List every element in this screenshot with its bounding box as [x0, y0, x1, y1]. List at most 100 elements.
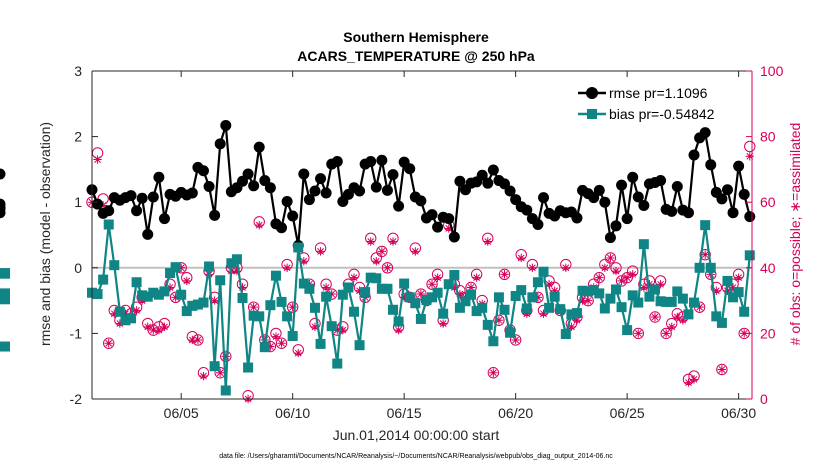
bias-point [315, 338, 326, 349]
obs-assimilated-marker [216, 368, 225, 377]
bias-point [499, 304, 510, 315]
obs-assimilated-marker [338, 325, 348, 335]
bias-point [493, 292, 504, 303]
obs-assimilated-marker [678, 316, 688, 325]
rmse-point [281, 196, 293, 208]
data-file-footer: data file: /Users/gharamti/Documents/NCA… [219, 453, 613, 460]
bias-point [220, 385, 231, 396]
obs-possible-marker [376, 245, 388, 258]
bias-point [192, 299, 203, 310]
bias-point [622, 325, 633, 336]
bias-point [527, 292, 538, 303]
rmse-point [415, 195, 427, 207]
bias-point [594, 288, 605, 299]
obs-assimilated-marker [388, 237, 398, 246]
obs-assimilated-marker [723, 286, 732, 295]
obs-assimilated-marker [450, 283, 459, 292]
obs-assimilated-marker [98, 201, 108, 210]
rmse-point [632, 191, 644, 203]
bias-point [588, 285, 599, 296]
rmse-point [688, 149, 700, 161]
bias-point [126, 313, 137, 324]
bias-point [259, 342, 270, 353]
obs-assimilated-marker [182, 276, 191, 286]
obs-assimilated-marker [104, 339, 113, 348]
rmse-point [627, 171, 639, 183]
obs-assimilated-marker [327, 289, 336, 299]
bias-point [616, 302, 627, 313]
obs-assimilated-marker [115, 319, 125, 328]
obs-possible-marker [103, 337, 115, 349]
chart-subtitle: ACARS_TEMPERATURE @ 250 hPa [297, 48, 535, 64]
obs-assimilated-marker [472, 273, 481, 282]
obs-possible-marker [493, 314, 505, 326]
series-layer [0, 119, 756, 396]
bias-point [571, 308, 582, 319]
bias-point [382, 283, 393, 294]
obs-assimilated-marker [355, 286, 364, 295]
obs-assimilated-marker [583, 296, 593, 305]
bias-point [432, 287, 443, 298]
rmse-point [476, 169, 488, 181]
obs-assimilated-marker [617, 276, 626, 286]
obs-possible-marker [593, 271, 605, 284]
obs-assimilated-marker [160, 322, 169, 332]
obs-possible-marker [415, 288, 427, 300]
y-left-tick-label: -2 [70, 391, 83, 407]
obs-assimilated-marker [444, 224, 453, 233]
rmse-point [203, 180, 215, 192]
legend-box [572, 79, 747, 127]
obs-assimilated-marker [544, 280, 554, 289]
rmse-point [393, 200, 405, 212]
obs-possible-marker [192, 334, 204, 346]
bias-point [103, 219, 114, 230]
bias-point [471, 306, 482, 317]
bias-point [287, 331, 298, 342]
bias-point [393, 316, 404, 327]
obs-possible-marker [487, 367, 500, 379]
rmse-point [532, 219, 544, 231]
bias-point [343, 282, 354, 293]
bias-point [176, 289, 187, 300]
bias-point [371, 273, 382, 284]
obs-assimilated-marker [271, 332, 281, 341]
bias-point [276, 296, 287, 307]
rmse-point [387, 169, 399, 181]
rmse-point [298, 168, 310, 180]
obs-assimilated-marker [143, 322, 152, 332]
rmse-point [0, 198, 6, 210]
obs-possible-marker [744, 140, 756, 153]
y-left-tick-label: 1 [74, 194, 82, 210]
bias-point [644, 291, 655, 302]
bias-point [638, 239, 649, 250]
bias-point [605, 293, 616, 304]
bias-point [521, 303, 532, 314]
y-right-tick-label: 80 [760, 129, 776, 145]
obs-assimilated-marker [533, 293, 543, 302]
obs-possible-marker [509, 334, 522, 346]
obs-assimilated-marker [299, 257, 309, 266]
bias-point [477, 302, 488, 313]
legend-bias-marker [587, 109, 597, 119]
rmse-point [103, 205, 115, 217]
obs-assimilated-marker [165, 283, 175, 292]
y-right-tick-label: 60 [760, 194, 776, 210]
rmse-point [370, 181, 382, 193]
obs-possible-marker [404, 291, 416, 304]
bias-point [187, 300, 198, 311]
rmse-point [671, 180, 683, 192]
rmse-point [727, 207, 739, 219]
y-left-tick-label: 3 [74, 63, 82, 79]
bias-point [555, 304, 566, 315]
bias-point [332, 358, 343, 369]
obs-assimilated-marker [232, 266, 242, 276]
bias-point [661, 296, 672, 307]
bias-point [744, 250, 755, 261]
obs-assimilated-marker [210, 296, 219, 305]
obs-assimilated-marker [494, 316, 504, 325]
rmse-point [309, 185, 321, 197]
bias-point [705, 262, 716, 273]
obs-possible-marker [649, 311, 661, 323]
bias-point [544, 302, 555, 313]
bias-point [488, 336, 499, 347]
